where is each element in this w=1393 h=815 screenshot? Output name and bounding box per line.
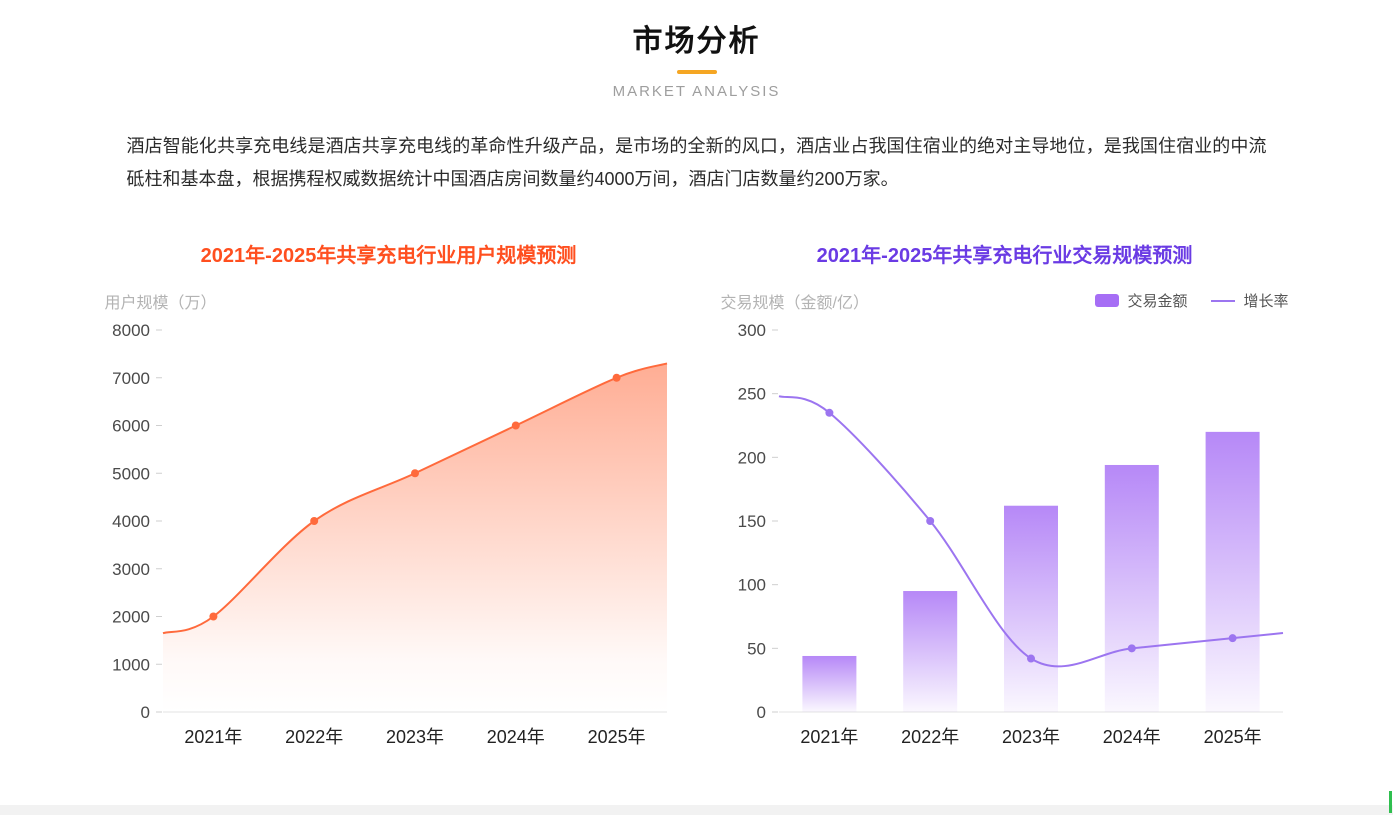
- x-tick-label: 2022年: [901, 727, 959, 747]
- y-tick-label: 0: [140, 703, 149, 722]
- chart-meta: 用户规模（万）: [99, 288, 679, 314]
- x-tick-label: 2022年: [285, 727, 343, 747]
- data-point: [410, 468, 419, 477]
- y-tick-label: 5000: [112, 464, 150, 483]
- section-header: 市场分析 MARKET ANALYSIS: [0, 0, 1393, 100]
- scrollbar-thumb[interactable]: [1389, 791, 1392, 813]
- y-tick-label: 3000: [112, 559, 150, 578]
- data-point: [1127, 643, 1136, 652]
- line-path: [778, 394, 1283, 667]
- data-point: [1228, 633, 1237, 642]
- x-tick-label: 2021年: [184, 727, 242, 747]
- y-tick-label: 2000: [112, 607, 150, 626]
- bar: [902, 590, 957, 712]
- bar: [1003, 505, 1058, 712]
- data-point: [925, 516, 934, 525]
- legend-label: 增长率: [1243, 293, 1289, 311]
- y-axis-title: 用户规模（万）: [104, 294, 217, 312]
- page-title: 市场分析: [632, 25, 761, 58]
- data-point: [309, 516, 318, 525]
- transaction-scale-chart: 2021年-2025年共享充电行业交易规模预测 交易规模（金额/亿） 交易金额 …: [715, 239, 1295, 754]
- y-tick-label: 100: [737, 575, 765, 594]
- x-tick-label: 2024年: [1102, 727, 1160, 747]
- line-swatch-icon: [1211, 299, 1236, 302]
- title-divider: [676, 70, 717, 74]
- chart-title-transaction-scale: 2021年-2025年共享充电行业交易规模预测: [816, 244, 1193, 267]
- y-tick-label: 8000: [112, 321, 150, 340]
- x-tick-label: 2023年: [385, 727, 443, 747]
- y-tick-label: 250: [737, 384, 765, 403]
- user-scale-svg: 0 1000 2000 3000 4000 5000 6000 7000 8000 2021年 20…: [112, 321, 667, 747]
- legend-item-bar: 交易金额: [1095, 290, 1187, 311]
- chart-meta: 交易规模（金额/亿） 交易金额 增长率: [715, 288, 1295, 314]
- y-tick-label: 200: [737, 448, 765, 467]
- x-tick-label: 2025年: [587, 727, 645, 747]
- bar: [1104, 464, 1159, 712]
- y-tick-label: 4000: [112, 512, 150, 531]
- bottom-strip: [0, 805, 1393, 815]
- x-tick-label: 2024年: [486, 727, 544, 747]
- data-point: [1026, 654, 1035, 663]
- user-scale-chart: 2021年-2025年共享充电行业用户规模预测 用户规模（万） 0 1000 200…: [99, 239, 679, 754]
- x-tick-label: 2023年: [1001, 727, 1059, 747]
- bar: [1205, 431, 1260, 712]
- x-tick-label: 2021年: [800, 727, 858, 747]
- data-point: [824, 408, 833, 417]
- y-axis-title: 交易规模（金额/亿）: [720, 294, 869, 312]
- chart-title-user-scale: 2021年-2025年共享充电行业用户规模预测: [200, 244, 577, 267]
- y-tick-label: 50: [747, 639, 766, 658]
- legend-item-line: 增长率: [1211, 290, 1289, 311]
- y-tick-label: 7000: [112, 368, 150, 387]
- bar: [801, 655, 856, 712]
- y-tick-label: 300: [737, 321, 765, 340]
- x-tick-label: 2025年: [1203, 727, 1261, 747]
- data-point: [511, 421, 520, 430]
- legend: 交易金额 增长率: [1095, 290, 1289, 311]
- y-tick-label: 6000: [112, 416, 150, 435]
- y-tick-label: 150: [737, 512, 765, 531]
- y-tick-label: 0: [756, 703, 765, 722]
- area-fill: [162, 363, 667, 712]
- legend-label: 交易金额: [1127, 293, 1188, 311]
- y-tick-label: 1000: [112, 655, 150, 674]
- bar-swatch-icon: [1095, 294, 1120, 308]
- data-point: [612, 373, 621, 382]
- market-description: 酒店智能化共享充电线是酒店共享充电线的革命性升级产品，是市场的全新的风口，酒店业…: [126, 136, 1267, 190]
- data-point: [208, 612, 217, 621]
- page-subtitle: MARKET ANALYSIS: [612, 83, 781, 100]
- transaction-scale-svg: 0 50 100 150 200 250 300 2021年 2022年 2023年 2024年 20…: [737, 321, 1283, 747]
- charts-row: 2021年-2025年共享充电行业用户规模预测 用户规模（万） 0 1000 200…: [0, 239, 1393, 754]
